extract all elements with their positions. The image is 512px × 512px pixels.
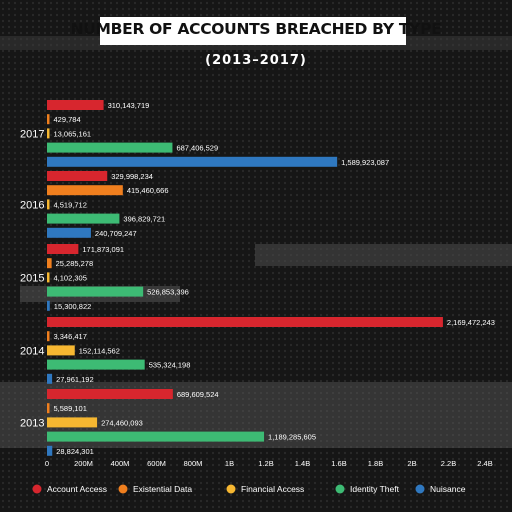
x-tick-label: 1.8B [368, 459, 383, 468]
value-label-2017-existential-data: 429,784 [54, 115, 81, 124]
bar-2013-account-access [47, 389, 173, 399]
legend-label-existential-data: Existential Data [133, 484, 192, 494]
x-tick-label: 2B [407, 459, 416, 468]
x-tick-label: 0 [45, 459, 49, 468]
value-label-2015-identity-theft: 526,853,396 [147, 288, 189, 297]
value-label-2014-existential-data: 3,346,417 [54, 332, 87, 341]
legend-label-identity-theft: Identity Theft [350, 484, 400, 494]
value-label-2013-financial-access: 274,460,093 [101, 418, 143, 427]
x-tick-label: 600M [147, 459, 166, 468]
value-label-2016-identity-theft: 396,829,721 [123, 215, 165, 224]
value-label-2015-account-access: 171,873,091 [82, 245, 124, 254]
x-tick-label: 2.4B [477, 459, 492, 468]
legend: Account Access Existential Data Financial … [32, 484, 466, 494]
bar-2014-financial-access [47, 345, 75, 356]
bars-layer: 310,143,719 429,784 13,065,161 687,406,529 1… [47, 100, 495, 456]
x-tick-label: 200M [74, 459, 93, 468]
legend-swatch-existential-data [118, 484, 128, 494]
bar-2016-identity-theft [47, 213, 120, 224]
value-label-2014-account-access: 2,169,472,243 [447, 318, 495, 327]
value-label-2017-account-access: 310,143,719 [108, 101, 150, 110]
value-label-2015-existential-data: 25,285,278 [56, 259, 94, 268]
value-label-2013-existential-data: 5,589,101 [54, 404, 87, 413]
legend-swatch-nuisance [415, 484, 425, 494]
x-tick-label: 1B [225, 459, 234, 468]
value-label-2013-nuisance: 28,824,301 [56, 447, 94, 456]
legend-label-financial-access: Financial Access [241, 484, 304, 494]
bar-2015-identity-theft [47, 286, 144, 297]
value-label-2014-nuisance: 27,961,192 [56, 375, 94, 384]
year-label-2014: 2014 [20, 345, 44, 357]
decor-band [255, 244, 512, 266]
bar-2014-existential-data [47, 331, 50, 342]
value-label-2016-financial-access: 4,519,712 [54, 200, 87, 209]
legend-swatch-account-access [32, 484, 42, 494]
value-label-2017-financial-access: 13,065,161 [54, 129, 92, 138]
value-label-2015-nuisance: 15,300,822 [54, 302, 92, 311]
bar-2017-nuisance [47, 156, 338, 167]
bar-2014-account-access [47, 317, 443, 327]
legend-label-nuisance: Nuisance [430, 484, 466, 494]
year-label-2015: 2015 [20, 272, 44, 284]
bar-2015-existential-data [47, 258, 52, 269]
bar-2017-existential-data [47, 114, 50, 125]
x-tick-label: 1.4B [295, 459, 310, 468]
bar-2014-nuisance [47, 373, 53, 384]
value-label-2017-nuisance: 1,589,923,087 [341, 158, 389, 167]
bar-2017-account-access [47, 100, 104, 110]
bar-2015-financial-access [47, 272, 50, 283]
value-label-2013-identity-theft: 1,189,285,605 [268, 433, 316, 442]
x-tick-label: 400M [111, 459, 130, 468]
x-tick-label: 2.2B [441, 459, 456, 468]
value-label-2016-account-access: 329,998,234 [111, 172, 153, 181]
year-label-2013: 2013 [20, 417, 44, 429]
value-label-2017-identity-theft: 687,406,529 [176, 144, 218, 153]
bar-2017-financial-access [47, 128, 50, 139]
x-tick-label: 1.6B [331, 459, 346, 468]
chart-subtitle: (2013–2017) [205, 53, 307, 68]
bar-2016-existential-data [47, 185, 123, 196]
value-label-2016-existential-data: 415,460,666 [127, 186, 169, 195]
bar-2013-identity-theft [47, 431, 265, 442]
bar-2017-identity-theft [47, 142, 173, 153]
bar-2014-identity-theft [47, 359, 145, 370]
title-box [100, 17, 406, 45]
chart-title: NUMBER OF ACCOUNTS BREACHED BY TYPE [70, 20, 442, 38]
x-tick-label: 800M [184, 459, 203, 468]
bar-2015-nuisance [47, 300, 50, 311]
value-label-2015-financial-access: 4,102,305 [54, 273, 87, 282]
value-label-2014-identity-theft: 535,324,198 [149, 361, 191, 370]
bar-2015-account-access [47, 244, 79, 254]
bar-2013-financial-access [47, 417, 98, 428]
year-labels-layer: 2017 2016 2015 2014 2013 [20, 128, 44, 429]
year-label-2016: 2016 [20, 199, 44, 211]
legend-label-account-access: Account Access [47, 484, 107, 494]
year-label-2017: 2017 [20, 128, 44, 140]
bar-2016-nuisance [47, 227, 91, 238]
value-label-2013-account-access: 689,609,524 [177, 390, 219, 399]
bar-2016-account-access [47, 171, 108, 181]
bar-2013-nuisance [47, 445, 53, 456]
bar-2013-existential-data [47, 403, 50, 414]
value-label-2016-nuisance: 240,709,247 [95, 229, 137, 238]
legend-swatch-financial-access [226, 484, 236, 494]
x-axis: 0 200M 400M 600M 800M 1B 1.2B 1.4B 1.6B 1.8B 2B 2.2… [45, 459, 493, 468]
value-label-2014-financial-access: 152,114,562 [79, 346, 120, 355]
bar-2016-financial-access [47, 199, 50, 210]
x-tick-label: 1.2B [258, 459, 273, 468]
legend-swatch-identity-theft [335, 484, 345, 494]
